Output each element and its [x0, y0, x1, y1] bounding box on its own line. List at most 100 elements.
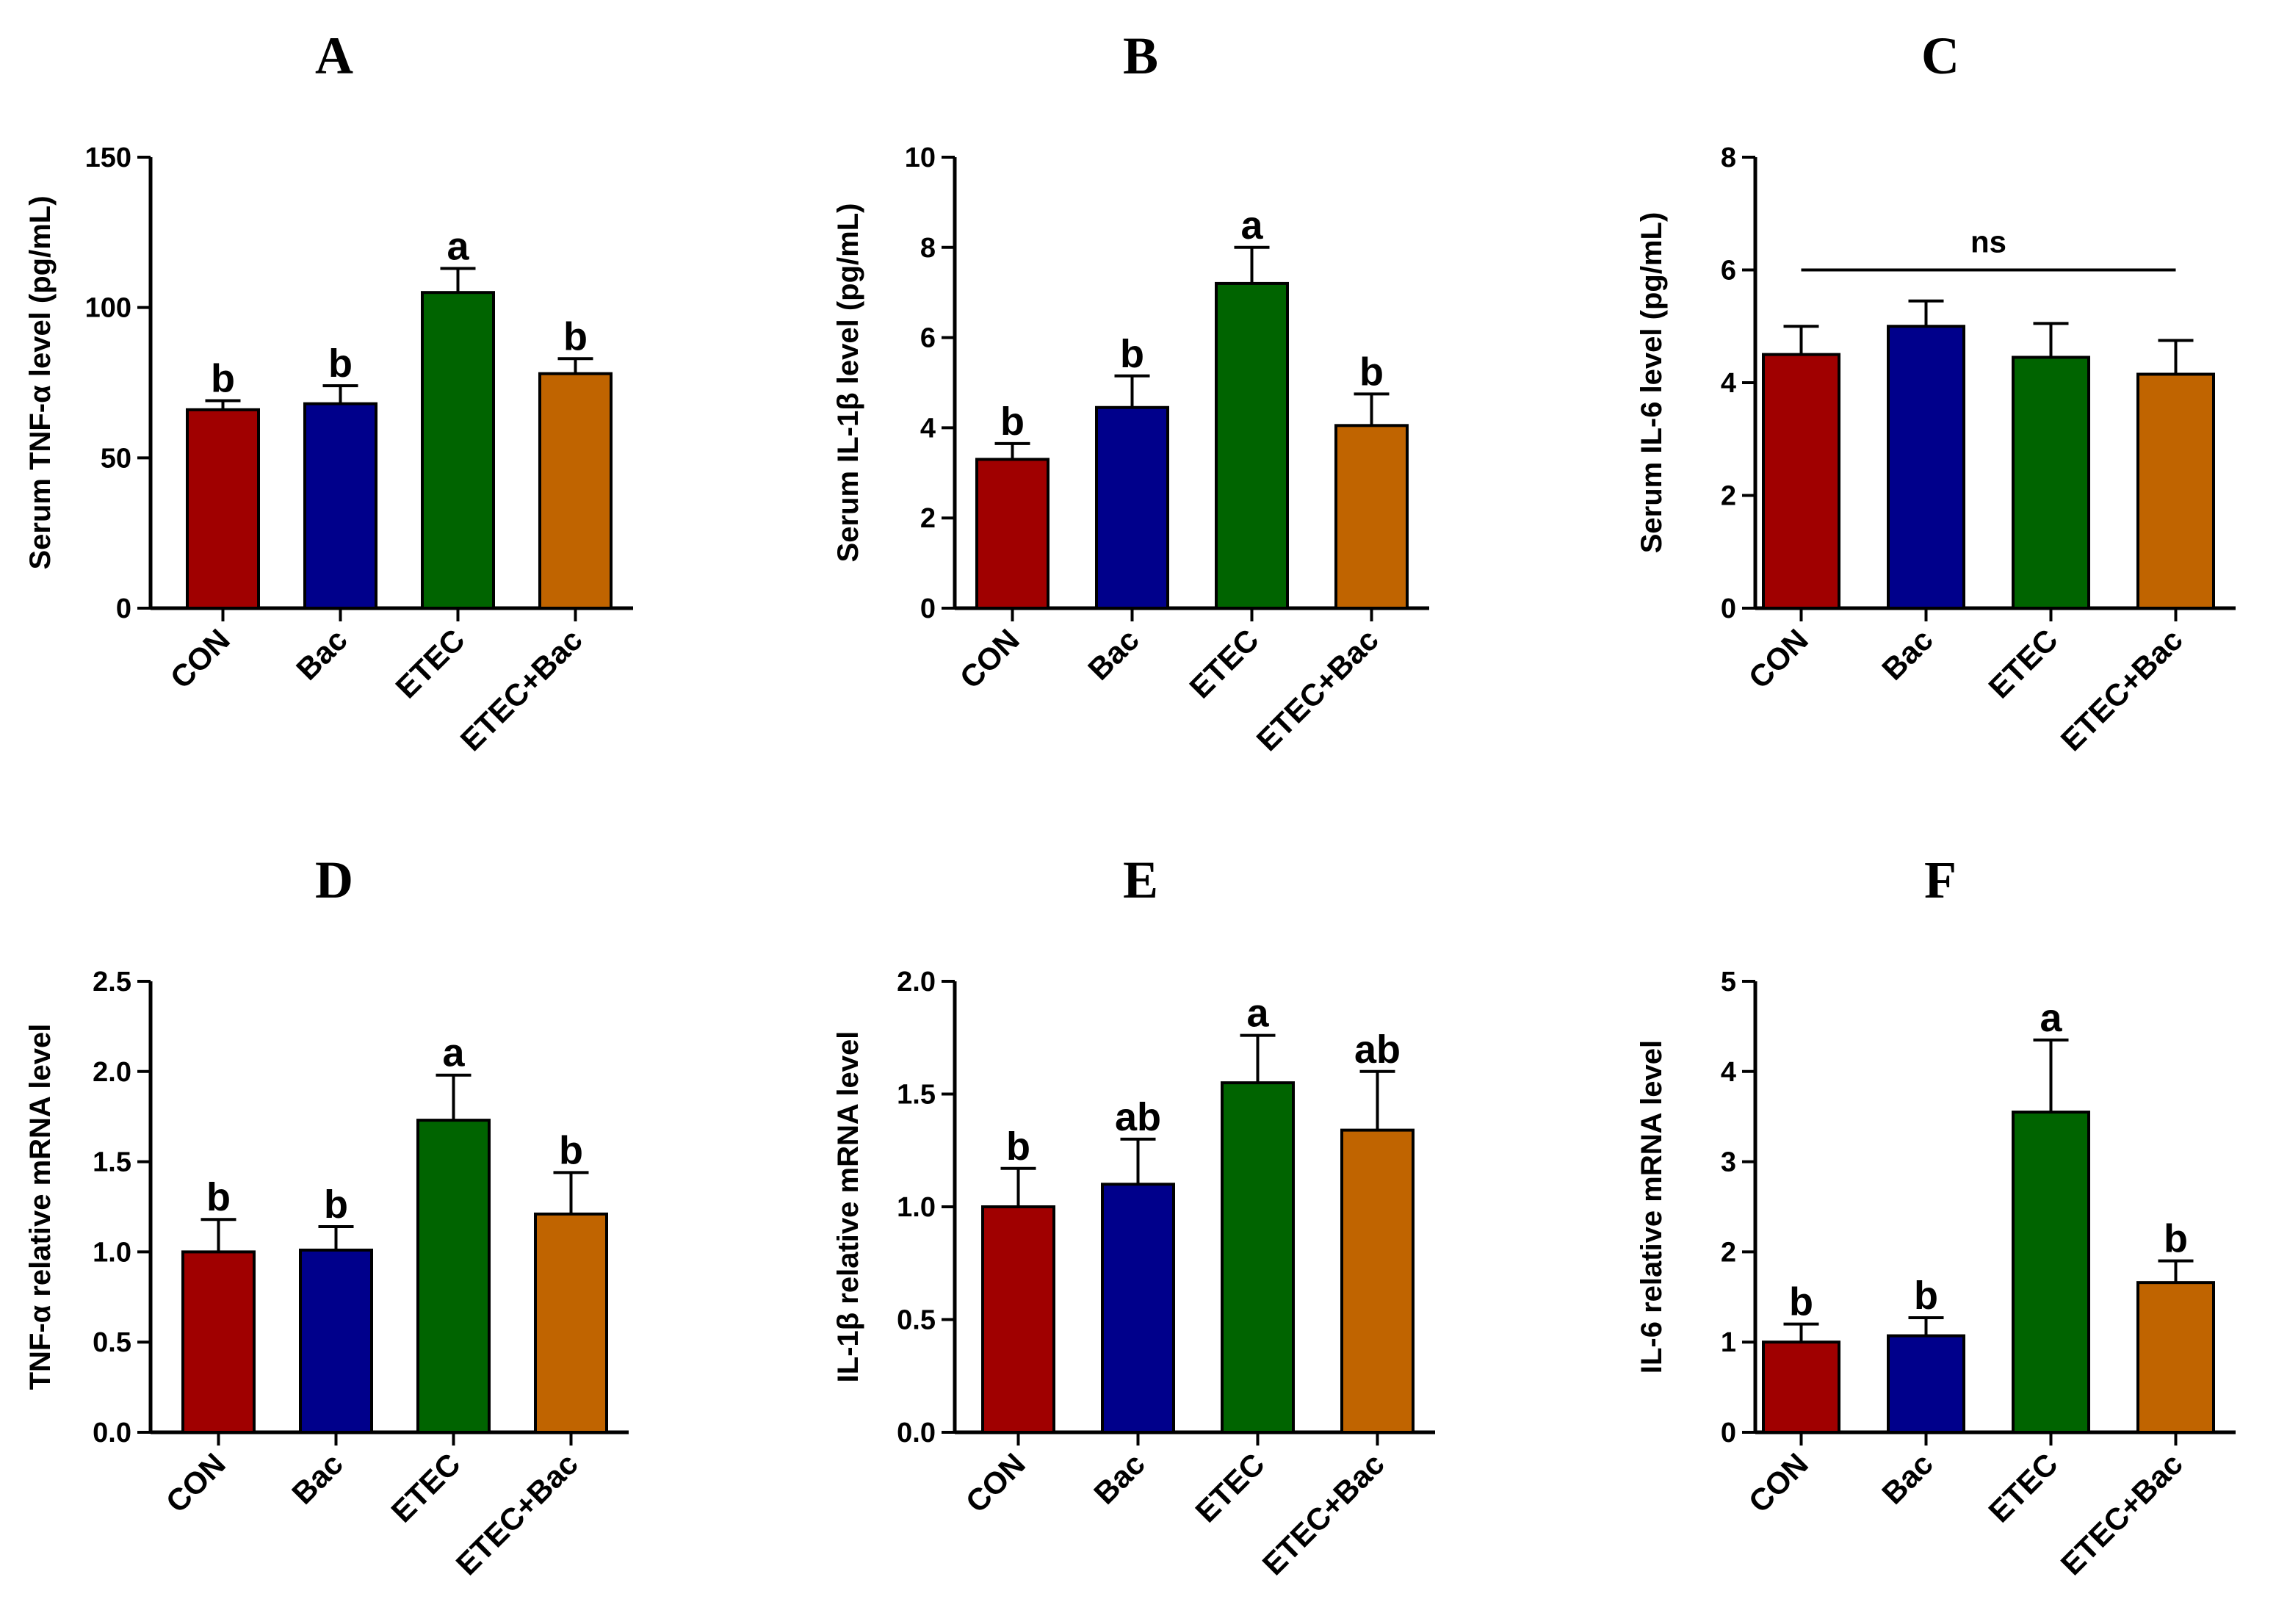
panel-b-category-label-bac: Bac [1081, 622, 1146, 687]
panel-f-sig-label-bac: b [1914, 1274, 1938, 1318]
panel-e-y-tick-label: 2.0 [897, 967, 936, 997]
panel-e-bar-etec-bac [1340, 1128, 1415, 1434]
panel-e-category-label-bac: Bac [1087, 1446, 1152, 1511]
panel-a-bar-bac [303, 402, 377, 610]
panel-a-y-tick-label: 100 [85, 293, 131, 324]
panel-d-category-label-con: CON [159, 1446, 232, 1519]
panel-d-y-tick-label: 1.5 [93, 1147, 131, 1178]
panel-a-category-label-etec: ETEC [389, 622, 471, 704]
panel-b-bar-bac [1095, 405, 1169, 610]
panel-c-y-tick-label: 2 [1721, 481, 1736, 512]
panel-f-y-tick-label: 5 [1721, 967, 1736, 997]
panel-a-y-tick-label: 0 [116, 593, 131, 624]
panel-f-y-tick-label: 3 [1721, 1147, 1736, 1178]
panel-f-y-axis-title: IL-6 relative mRNA level [1636, 1040, 1668, 1374]
panel-b-letter: B [1123, 26, 1158, 85]
panel-c-letter: C [1921, 26, 1959, 85]
panel-e-bar-etec [1221, 1081, 1295, 1434]
panel-d-category-label-bac: Bac [285, 1446, 350, 1511]
panel-d-y-tick-label: 2.5 [93, 967, 131, 997]
panel-e-sig-label-etec: a [1246, 992, 1269, 1036]
panel-c-bar-con [1762, 353, 1840, 610]
panel-d-y-tick-label: 0.0 [93, 1418, 131, 1448]
panel-b-y-tick-label: 10 [905, 142, 936, 173]
panel-b-bar-etec [1215, 281, 1289, 610]
panel-d-sig-label-con: b [206, 1175, 231, 1219]
panel-a: A 0 50 100 150 Serum TNF-α level (pg/mL) CON b B… [24, 26, 633, 757]
panel-b-y-tick-label: 6 [920, 323, 936, 354]
panel-f-category-label-etec: ETEC [1981, 1446, 2064, 1529]
panel-e-sig-label-etec-bac: ab [1354, 1028, 1401, 1072]
panel-a-category-label-bac: Bac [289, 622, 354, 687]
panel-b-bar-etec-bac [1334, 424, 1409, 610]
panel-a-sig-label-etec-bac: b [563, 314, 588, 358]
panel-b-sig-label-con: b [1000, 400, 1025, 444]
panel-e-bar-bac [1101, 1183, 1175, 1434]
panel-b-bar-con [975, 458, 1050, 610]
panel-d-bar-con [181, 1250, 256, 1434]
panel-d: D 0.0 0.5 1.0 1.5 2.0 2.5 TNF-α relative mRNA l… [24, 851, 629, 1581]
panel-d-sig-label-etec: a [442, 1031, 465, 1075]
panel-d-y-tick-label: 0.5 [93, 1327, 131, 1358]
panel-a-sig-label-etec: a [447, 224, 469, 268]
panel-d-sig-label-etec-bac: b [559, 1128, 583, 1172]
panel-b-sig-label-bac: b [1120, 332, 1144, 376]
panel-f-category-label-bac: Bac [1875, 1446, 1940, 1511]
panel-b-category-label-con: CON [953, 622, 1026, 695]
panel-f-bar-bac [1887, 1334, 1965, 1434]
panel-f-sig-label-etec-bac: b [2164, 1217, 2188, 1261]
panel-a-category-label-etec-bac: ETEC+Bac [454, 622, 589, 757]
panel-f-y-tick-label: 0 [1721, 1418, 1736, 1448]
panel-f-bar-con [1762, 1340, 1840, 1434]
panel-f-y-tick-label: 4 [1721, 1057, 1736, 1088]
panel-a-letter: A [315, 26, 353, 85]
panel-c-category-label-con: CON [1742, 622, 1815, 695]
panel-f-category-label-con: CON [1742, 1446, 1815, 1519]
panel-d-y-tick-label: 1.0 [93, 1237, 131, 1268]
panel-a-bar-etec-bac [538, 372, 613, 610]
panel-e-bar-con [981, 1205, 1055, 1434]
panel-e-y-tick-label: 0.0 [897, 1418, 936, 1448]
panel-c-y-tick-label: 4 [1721, 368, 1736, 399]
panel-a-category-label-con: CON [164, 622, 236, 695]
panel-f-bar-etec [2012, 1111, 2090, 1434]
panel-d-category-label-etec-bac: ETEC+Bac [449, 1446, 585, 1581]
panel-d-bar-etec-bac [534, 1212, 608, 1434]
panel-b-y-tick-label: 0 [920, 593, 936, 624]
panel-d-y-axis-title: TNF-α relative mRNA level [24, 1024, 57, 1390]
panel-c-ns-label: ns [1970, 225, 2006, 259]
panel-e-y-tick-label: 0.5 [897, 1305, 936, 1336]
panel-f-bar-etec-bac [2136, 1281, 2215, 1434]
panel-c-category-label-etec-bac: ETEC+Bac [2054, 622, 2189, 757]
panel-d-letter: D [315, 851, 353, 909]
panel-c-category-label-etec: ETEC [1981, 622, 2064, 704]
panel-f-category-label-etec-bac: ETEC+Bac [2054, 1446, 2189, 1581]
panel-a-sig-label-con: b [211, 357, 235, 401]
panel-b-category-label-etec-bac: ETEC+Bac [1250, 622, 1385, 757]
panel-c: C 0 2 4 6 8 Serum IL-6 level (pg/mL) CON Bac ETEC… [1636, 26, 2236, 757]
panel-e-sig-label-con: b [1006, 1125, 1030, 1169]
panel-a-sig-label-bac: b [328, 342, 353, 386]
panel-e-y-axis-title: IL-1β relative mRNA level [832, 1031, 864, 1383]
panel-d-bar-bac [299, 1248, 373, 1434]
panel-f-sig-label-con: b [1789, 1280, 1813, 1324]
panel-f-letter: F [1924, 851, 1957, 909]
panel-e-y-tick-label: 1.5 [897, 1080, 936, 1111]
panel-f-y-tick-label: 2 [1721, 1237, 1736, 1268]
panel-b-y-tick-label: 2 [920, 503, 936, 534]
panel-f: F 0 1 2 3 4 5 IL-6 relative mRNA level CON b Bac b E… [1636, 851, 2236, 1581]
panel-d-category-label-etec: ETEC [384, 1446, 466, 1529]
panel-a-y-tick-label: 50 [101, 443, 131, 474]
panel-c-bar-etec [2012, 356, 2090, 610]
panel-c-y-axis-title: Serum IL-6 level (pg/mL) [1636, 212, 1668, 554]
panel-b-sig-label-etec-bac: b [1359, 350, 1384, 394]
panel-b-category-label-etec: ETEC [1182, 622, 1265, 704]
panel-b-y-tick-label: 8 [920, 233, 936, 264]
panel-e-sig-label-bac: ab [1115, 1095, 1161, 1139]
panel-e: E 0.0 0.5 1.0 1.5 2.0 IL-1β relative mRNA leve… [832, 851, 1435, 1581]
panel-f-sig-label-etec: a [2040, 996, 2062, 1040]
panel-a-y-tick-label: 150 [85, 142, 131, 173]
panel-e-category-label-etec: ETEC [1188, 1446, 1271, 1529]
panel-b-y-axis-title: Serum IL-1β level (pg/mL) [832, 203, 864, 563]
